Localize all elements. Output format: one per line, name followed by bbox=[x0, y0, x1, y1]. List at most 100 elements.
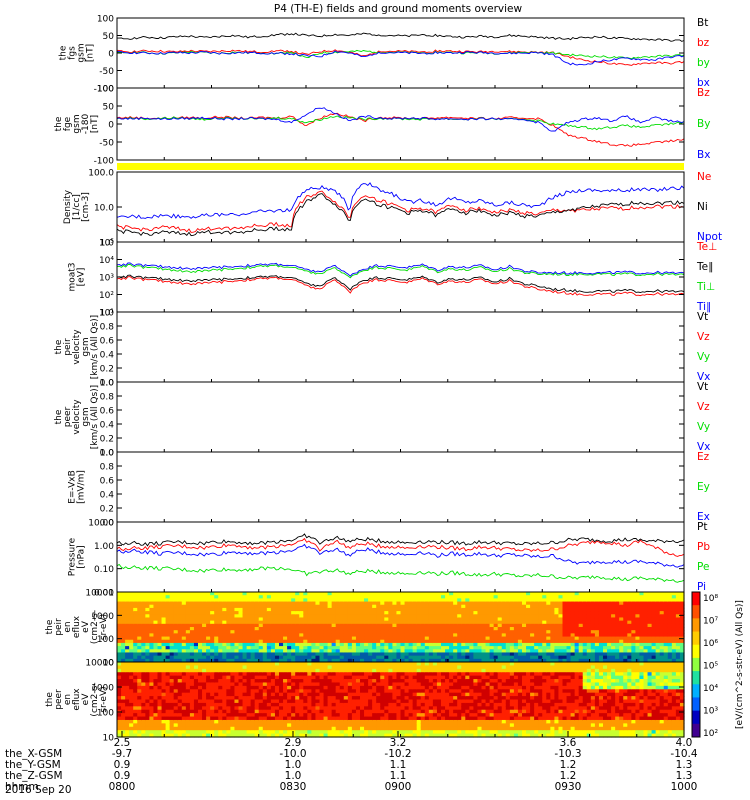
heatmap-cell bbox=[376, 702, 381, 707]
heatmap-cell bbox=[368, 702, 373, 707]
heatmap-cell bbox=[226, 662, 231, 667]
heatmap-cell bbox=[598, 639, 604, 644]
heatmap-cell bbox=[671, 604, 677, 609]
heatmap-cell bbox=[505, 649, 511, 654]
heatmap-cell bbox=[615, 611, 620, 615]
heatmap-cell bbox=[125, 665, 130, 670]
heatmap-cell bbox=[598, 646, 604, 650]
heatmap-cell bbox=[311, 719, 317, 724]
legend-Pt: Pt bbox=[697, 521, 707, 533]
heatmap-cell bbox=[607, 633, 612, 638]
heatmap-cell bbox=[323, 685, 329, 690]
heatmap-cell bbox=[193, 620, 199, 625]
heatmap-cell bbox=[651, 658, 657, 663]
heatmap-cell bbox=[607, 636, 612, 641]
heatmap-cell bbox=[210, 662, 215, 667]
heatmap-cell bbox=[351, 726, 357, 731]
heatmap-cell bbox=[477, 595, 483, 599]
heatmap-cell bbox=[380, 692, 385, 697]
heatmap-cell bbox=[189, 620, 195, 625]
heatmap-cell bbox=[133, 630, 138, 634]
heatmap-cell bbox=[546, 633, 551, 638]
heatmap-cell bbox=[619, 633, 624, 638]
heatmap-cell bbox=[384, 662, 389, 667]
heatmap-cell bbox=[258, 614, 264, 619]
y-axis-label: E=-VxB [mV/m] bbox=[68, 470, 87, 504]
heatmap-cell bbox=[582, 630, 588, 634]
heatmap-cell bbox=[206, 642, 211, 647]
heatmap-cell bbox=[396, 617, 402, 622]
heatmap-cell bbox=[315, 655, 321, 660]
heatmap-cell bbox=[360, 696, 365, 701]
heatmap-cell bbox=[441, 642, 446, 647]
heatmap-cell bbox=[631, 620, 636, 625]
heatmap-cell bbox=[157, 709, 163, 714]
heatmap-cell bbox=[408, 646, 414, 650]
heatmap-cell bbox=[343, 685, 349, 690]
y-tick-label: 0 bbox=[108, 121, 114, 131]
heatmap-cell bbox=[489, 652, 495, 657]
heatmap-cell bbox=[165, 696, 171, 701]
heatmap-cell bbox=[169, 672, 175, 677]
heatmap-cell bbox=[355, 639, 361, 644]
heatmap-cell bbox=[315, 675, 321, 680]
heatmap-cell bbox=[481, 601, 487, 606]
heatmap-cell bbox=[198, 652, 203, 657]
heatmap-cell bbox=[360, 617, 365, 622]
heatmap-cell bbox=[266, 675, 272, 680]
heatmap-cell bbox=[400, 713, 406, 718]
heatmap-cell bbox=[461, 636, 466, 641]
heatmap-cell bbox=[388, 665, 393, 670]
heatmap-cell bbox=[133, 607, 138, 612]
heatmap-cell bbox=[121, 620, 126, 625]
heatmap-cell bbox=[360, 655, 365, 660]
heatmap-cell bbox=[639, 607, 645, 612]
legend-Ez: Ez bbox=[697, 451, 710, 463]
heatmap-cell bbox=[582, 658, 588, 663]
heatmap-cell bbox=[388, 675, 393, 680]
heatmap-cell bbox=[351, 595, 357, 599]
heatmap-cell bbox=[598, 592, 604, 596]
heatmap-cell bbox=[274, 702, 280, 707]
heatmap-cell bbox=[331, 633, 337, 638]
heatmap-cell bbox=[384, 716, 389, 721]
heatmap-cell bbox=[202, 723, 207, 728]
heatmap-cell bbox=[530, 623, 535, 628]
heatmap-cell bbox=[307, 672, 312, 677]
heatmap-cell bbox=[489, 604, 495, 609]
heatmap-cell bbox=[242, 699, 248, 704]
heatmap-cell bbox=[339, 611, 345, 615]
heatmap-cell bbox=[279, 646, 284, 650]
heatmap-cell bbox=[432, 649, 438, 654]
heatmap-cell bbox=[327, 709, 333, 714]
heatmap-cell bbox=[627, 604, 632, 609]
heatmap-cell bbox=[262, 692, 268, 697]
heatmap-cell bbox=[258, 699, 264, 704]
heatmap-cell bbox=[627, 646, 632, 650]
heatmap-cell bbox=[125, 601, 130, 606]
heatmap-cell bbox=[388, 713, 393, 718]
heatmap-cell bbox=[141, 592, 146, 596]
heatmap-cell bbox=[607, 617, 612, 622]
heatmap-cell bbox=[364, 630, 369, 634]
heatmap-cell bbox=[368, 646, 373, 650]
heatmap-cell bbox=[376, 646, 381, 650]
heatmap-cell bbox=[283, 719, 288, 724]
heatmap-cell bbox=[133, 601, 138, 606]
heatmap-cell bbox=[133, 723, 138, 728]
heatmap-cell bbox=[457, 642, 462, 647]
heatmap-cell bbox=[218, 723, 223, 728]
heatmap-cell bbox=[445, 607, 450, 612]
heatmap-cell bbox=[335, 665, 341, 670]
heatmap-cell bbox=[137, 689, 142, 694]
y-tick-label: 1.0 bbox=[100, 449, 115, 459]
heatmap-cell bbox=[582, 623, 588, 628]
heatmap-cell bbox=[667, 614, 673, 619]
heatmap-cell bbox=[169, 639, 175, 644]
heatmap-cell bbox=[469, 658, 474, 663]
heatmap-cell bbox=[279, 692, 284, 697]
heatmap-cell bbox=[311, 620, 317, 625]
heatmap-cell bbox=[274, 685, 280, 690]
heatmap-cell bbox=[335, 689, 341, 694]
heatmap-cell bbox=[404, 662, 410, 667]
